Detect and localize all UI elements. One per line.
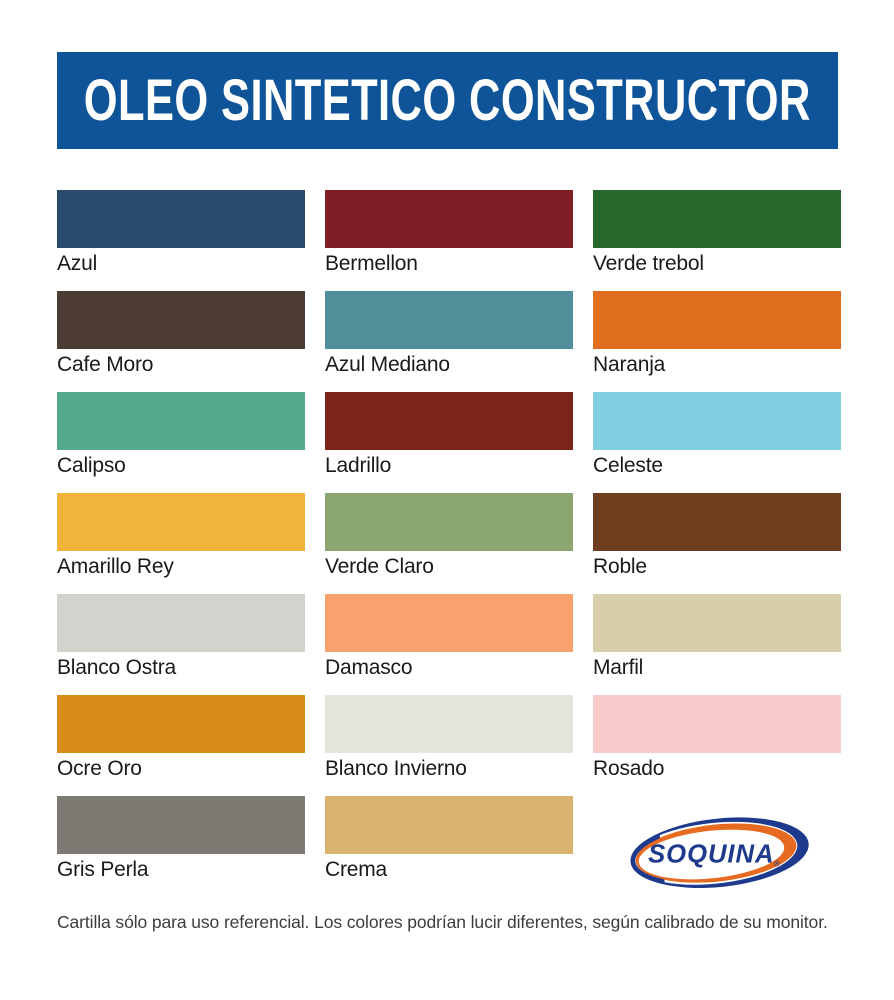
color-swatch bbox=[593, 190, 841, 248]
color-name: Cafe Moro bbox=[57, 353, 154, 376]
color-name: Rosado bbox=[593, 757, 665, 780]
swatch-cell: Ladrillo bbox=[325, 392, 573, 482]
color-name: Azul bbox=[57, 252, 98, 275]
swatch-cell: Celeste bbox=[593, 392, 841, 482]
color-swatch bbox=[57, 190, 305, 248]
swatch-cell: Bermellon bbox=[325, 190, 573, 280]
color-name: Calipso bbox=[57, 454, 126, 477]
color-swatch bbox=[325, 796, 573, 854]
color-name: Gris Perla bbox=[57, 858, 149, 881]
color-swatch bbox=[325, 291, 573, 349]
color-swatch bbox=[57, 392, 305, 450]
color-name: Blanco Invierno bbox=[325, 757, 467, 780]
color-swatch bbox=[57, 493, 305, 551]
color-swatch bbox=[593, 594, 841, 652]
swatch-cell: Amarillo Rey bbox=[57, 493, 305, 583]
swatch-cell: Marfil bbox=[593, 594, 841, 684]
swatch-cell: Azul Mediano bbox=[325, 291, 573, 381]
disclaimer-text: Cartilla sólo para uso referencial. Los … bbox=[57, 912, 828, 932]
swatch-cell: Gris Perla bbox=[57, 796, 305, 886]
logo-registered-mark: ® bbox=[774, 858, 781, 868]
color-swatch bbox=[57, 796, 305, 854]
color-swatch bbox=[57, 291, 305, 349]
color-name: Blanco Ostra bbox=[57, 656, 176, 679]
color-swatch bbox=[593, 291, 841, 349]
swatch-cell: Calipso bbox=[57, 392, 305, 482]
page-title: OLEO SINTETICO CONSTRUCTOR bbox=[84, 68, 811, 133]
swatch-cell: Blanco Invierno bbox=[325, 695, 573, 785]
soquina-logo: SOQUINA ® bbox=[630, 817, 809, 888]
color-swatch bbox=[593, 493, 841, 551]
logo-text: SOQUINA bbox=[648, 841, 774, 869]
color-name: Roble bbox=[593, 555, 647, 578]
color-swatch bbox=[325, 594, 573, 652]
color-name: Verde trebol bbox=[593, 252, 704, 275]
swatch-cell: Roble bbox=[593, 493, 841, 583]
swatch-cell: Damasco bbox=[325, 594, 573, 684]
swatch-cell: Cafe Moro bbox=[57, 291, 305, 381]
swatch-cell: Ocre Oro bbox=[57, 695, 305, 785]
color-swatch bbox=[325, 695, 573, 753]
color-name: Damasco bbox=[325, 656, 413, 679]
swatch-grid: SOQUINA ® Azul Bermellon Verde trebol Cafe … bbox=[57, 190, 841, 898]
header-banner: OLEO SINTETICO CONSTRUCTOR bbox=[57, 52, 838, 149]
swatch-cell: Rosado bbox=[593, 695, 841, 785]
color-name: Naranja bbox=[593, 353, 666, 376]
color-name: Amarillo Rey bbox=[57, 555, 174, 578]
logo-left-crescent bbox=[630, 820, 667, 887]
swatch-cell: Verde trebol bbox=[593, 190, 841, 280]
color-swatch bbox=[593, 695, 841, 753]
color-name: Bermellon bbox=[325, 252, 418, 275]
color-name: Marfil bbox=[593, 656, 644, 679]
swatch-cell: Blanco Ostra bbox=[57, 594, 305, 684]
color-swatch bbox=[325, 493, 573, 551]
swatch-cell: Crema bbox=[325, 796, 573, 886]
color-swatch bbox=[325, 190, 573, 248]
swatch-cell: Naranja bbox=[593, 291, 841, 381]
color-name: Verde Claro bbox=[325, 555, 434, 578]
swatch-cell: Verde Claro bbox=[325, 493, 573, 583]
color-name: Crema bbox=[325, 858, 388, 881]
logo-cell: SOQUINA ® bbox=[593, 796, 841, 898]
color-name: Azul Mediano bbox=[325, 353, 450, 376]
swatch-cell: Azul bbox=[57, 190, 305, 280]
color-swatch bbox=[325, 392, 573, 450]
color-name: Ladrillo bbox=[325, 454, 392, 477]
color-swatch bbox=[593, 392, 841, 450]
color-swatch bbox=[57, 594, 305, 652]
color-swatch bbox=[57, 695, 305, 753]
color-name: Celeste bbox=[593, 454, 663, 477]
color-name: Ocre Oro bbox=[57, 757, 142, 780]
